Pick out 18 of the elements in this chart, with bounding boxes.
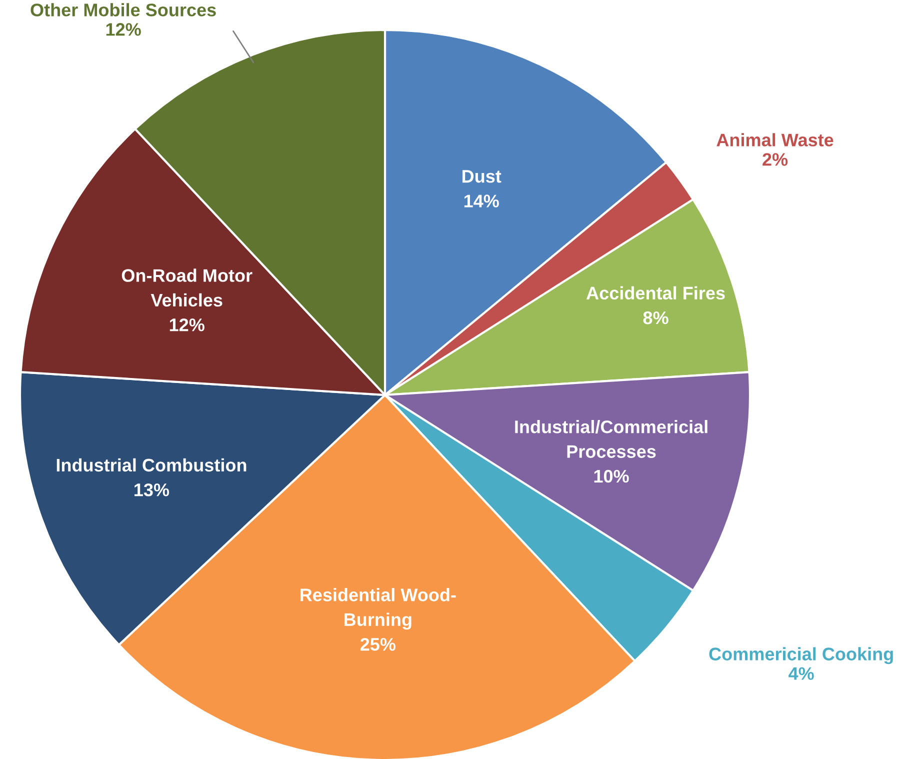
slice-label: Commericial Cooking [709,647,893,664]
data-label: 10% [594,470,629,483]
slice-label: Other Mobile Sources [30,3,216,16]
data-label: 13% [134,483,170,496]
data-label: 4% [788,667,814,680]
slice-label: Residential Wood- Burning [300,588,456,630]
data-label: 8% [643,311,668,324]
slice-label: Industrial Combustion [56,458,246,472]
data-label: 12% [170,318,204,332]
data-label: 2% [762,153,788,166]
slice-label: On-Road Motor Vehicles [122,268,252,307]
data-label: 14% [464,194,499,208]
data-label: 12% [106,23,141,36]
slice-label: Industrial/Commericial Processes [515,420,708,458]
slice-label: Dust [462,170,502,183]
slice-label: Accidental Fires [586,286,725,300]
slice-label: Animal Waste [716,133,834,146]
data-label: 25% [360,638,396,651]
